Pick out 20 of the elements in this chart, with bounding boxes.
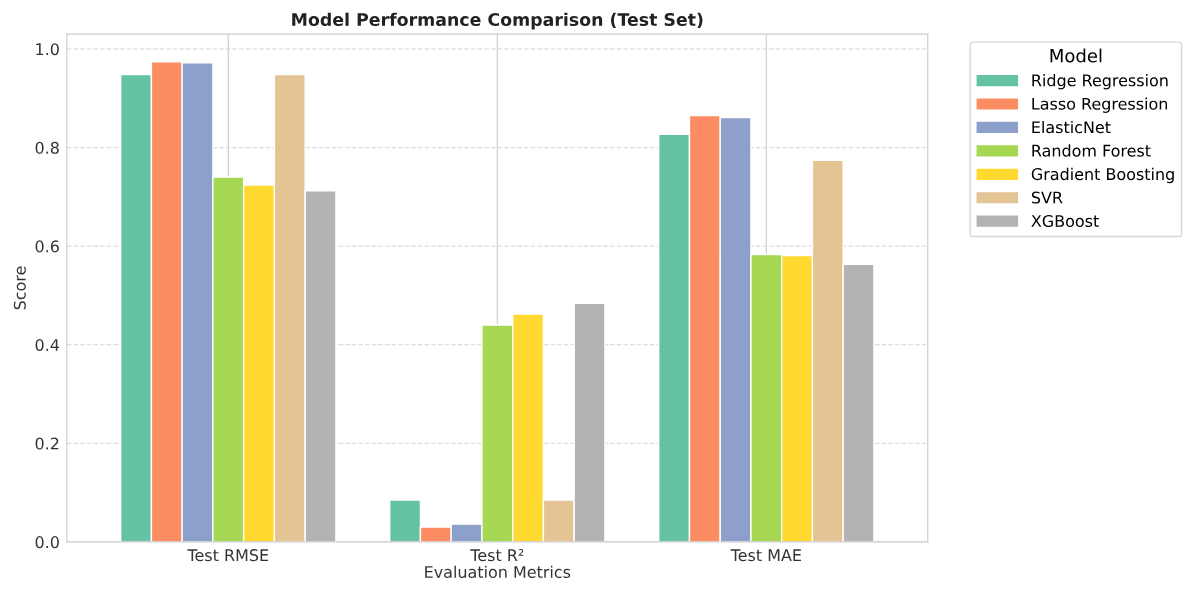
- legend-label: Lasso Regression: [1032, 97, 1168, 113]
- x-tick-label: Test RMSE: [187, 549, 269, 562]
- legend-label: SVR: [1031, 191, 1063, 204]
- x-tick-label: Test MAE: [730, 549, 801, 562]
- legend-title: Model: [1050, 48, 1102, 63]
- y-tick-label: 1.0: [36, 43, 59, 56]
- legend-label: ElasticNet: [1032, 120, 1111, 134]
- legend-label: Random Forest: [1032, 144, 1151, 157]
- y-axis-title: Score: [13, 266, 26, 310]
- y-tick-label: 0.8: [35, 141, 59, 154]
- legend-label: Gradient Boosting: [1031, 167, 1174, 184]
- chart-title: Model Performance Comparison (Test Set): [292, 12, 703, 30]
- x-axis-title: Evaluation Metrics: [425, 565, 571, 579]
- legend-label: XGBoost: [1031, 214, 1099, 228]
- x-tick-label: Test R²: [470, 549, 524, 562]
- y-tick-label: 0.6: [35, 240, 59, 253]
- legend-label: Ridge Regression: [1032, 74, 1168, 90]
- y-tick-label: 0.0: [35, 536, 59, 549]
- y-tick-label: 0.4: [35, 338, 60, 351]
- y-tick-label: 0.2: [35, 437, 59, 450]
